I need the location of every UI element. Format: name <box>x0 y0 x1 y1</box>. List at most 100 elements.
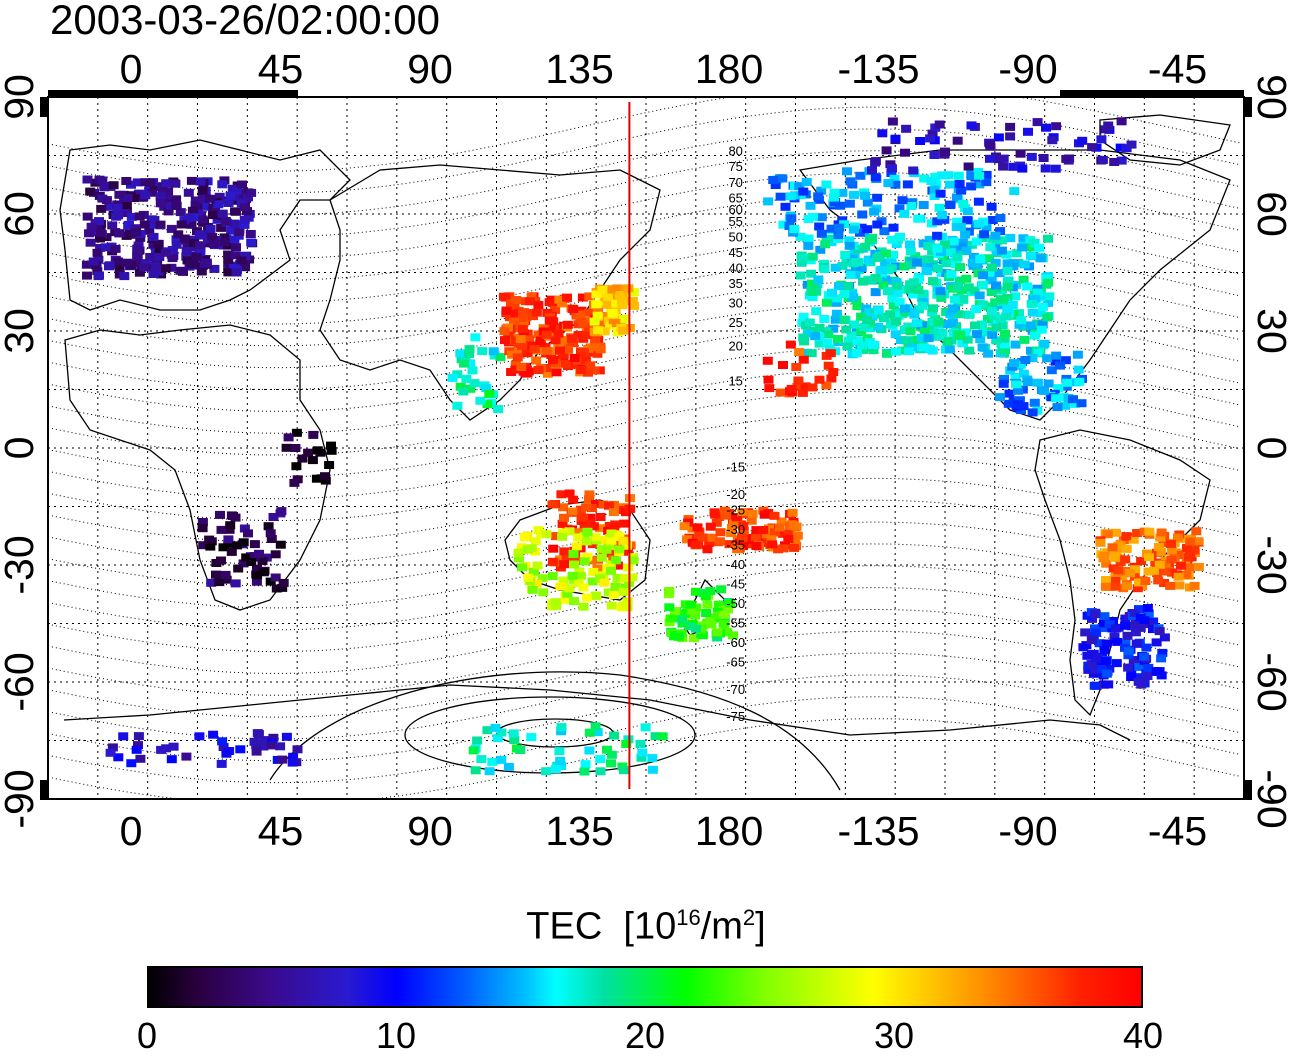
tec-cell <box>587 577 598 586</box>
colorbar-gradient <box>147 966 1143 1008</box>
tec-cell <box>953 282 964 291</box>
tec-cell <box>1005 122 1016 131</box>
magnetic-contour <box>47 499 1241 587</box>
tec-cell <box>239 215 250 224</box>
tec-cell <box>266 535 277 543</box>
tec-cell <box>593 326 604 335</box>
tec-cell <box>601 545 612 554</box>
tec-cell <box>523 573 534 582</box>
tec-cell <box>584 495 594 504</box>
tec-cell <box>578 583 589 592</box>
tec-cell <box>704 538 715 547</box>
tec-cell <box>855 171 866 180</box>
tec-cell <box>732 545 743 554</box>
tec-cell <box>147 188 158 197</box>
tec-cell <box>132 244 143 253</box>
tec-cell <box>601 536 611 545</box>
tec-cell <box>974 291 985 300</box>
tec-cell <box>926 263 937 272</box>
tec-cell <box>239 524 250 533</box>
tec-cell <box>533 330 544 339</box>
tec-cell <box>1191 527 1202 536</box>
tec-cell <box>290 444 301 452</box>
tec-cell <box>929 185 940 194</box>
tec-cell <box>922 267 933 276</box>
tec-cell <box>1130 628 1141 637</box>
tec-cell <box>175 208 186 217</box>
tec-cell <box>575 310 586 319</box>
tec-cell <box>154 253 165 261</box>
tec-cell <box>612 284 623 293</box>
tec-cell <box>690 540 701 549</box>
tec-cell <box>135 754 146 763</box>
tec-cell <box>214 192 225 201</box>
tec-cell <box>952 253 963 262</box>
tec-cell <box>559 560 570 569</box>
tec-cell <box>562 589 573 598</box>
contour-label: 55 <box>728 214 742 229</box>
tec-cell <box>107 743 118 752</box>
tec-cell <box>946 270 957 279</box>
tec-cell <box>243 193 253 202</box>
tec-cell <box>933 318 944 327</box>
tec-cell <box>1128 656 1139 664</box>
tec-cell <box>684 622 695 631</box>
tec-cell <box>187 206 198 215</box>
tec-cell <box>558 503 569 512</box>
tec-cell <box>702 545 713 554</box>
tec-cell <box>783 535 794 543</box>
tec-cell <box>731 513 742 522</box>
tec-cell <box>1087 143 1098 152</box>
tec-cell <box>140 191 151 200</box>
tec-cell <box>1032 378 1043 387</box>
contour-label: -30 <box>726 522 745 537</box>
tec-cell <box>516 363 527 371</box>
tec-cell <box>691 624 701 633</box>
tec-cell <box>1000 346 1010 354</box>
tec-cell <box>1153 543 1164 551</box>
tec-cell <box>591 290 602 299</box>
tec-cell <box>195 241 206 250</box>
tec-cell <box>584 490 595 499</box>
tec-cell <box>526 292 537 301</box>
lat-left-label: 60 <box>0 191 42 237</box>
tec-cell <box>148 270 159 278</box>
tec-cell <box>1107 543 1118 552</box>
tec-cell <box>1104 620 1115 629</box>
tec-cell <box>932 264 943 273</box>
tec-cell <box>822 338 833 347</box>
tec-cell <box>664 587 675 595</box>
tec-cell <box>550 336 561 345</box>
tec-cell <box>583 368 593 377</box>
tec-cell <box>618 536 629 545</box>
tec-cell <box>919 174 930 183</box>
tec-cell <box>1013 386 1024 395</box>
tec-cell <box>790 539 801 548</box>
tec-cell <box>1158 538 1169 547</box>
contour-label: 35 <box>728 276 742 291</box>
tec-cell <box>939 215 950 224</box>
tec-cell <box>975 255 986 264</box>
tec-cell <box>1091 654 1102 662</box>
tec-cell <box>1027 408 1038 417</box>
tec-cell <box>258 742 269 751</box>
tec-cell <box>934 203 945 212</box>
tec-cell <box>205 224 216 233</box>
tec-cell <box>507 350 518 359</box>
tec-cell <box>814 375 825 384</box>
tec-cell <box>775 192 786 201</box>
tec-cell <box>829 188 840 197</box>
colorbar-title: TEC [1016/m2] <box>0 905 1292 949</box>
tec-cell <box>764 384 775 393</box>
tec-cell <box>816 186 827 195</box>
tec-cell <box>481 384 492 393</box>
tec-cell <box>943 171 954 180</box>
tec-cell <box>547 557 558 566</box>
tec-cell <box>905 240 915 249</box>
tec-cell <box>924 235 935 244</box>
tec-cell <box>1025 243 1036 252</box>
tec-cell <box>589 343 600 352</box>
tec-cell <box>928 325 939 334</box>
tec-cell <box>1046 366 1057 375</box>
contour-label: -40 <box>726 557 745 572</box>
